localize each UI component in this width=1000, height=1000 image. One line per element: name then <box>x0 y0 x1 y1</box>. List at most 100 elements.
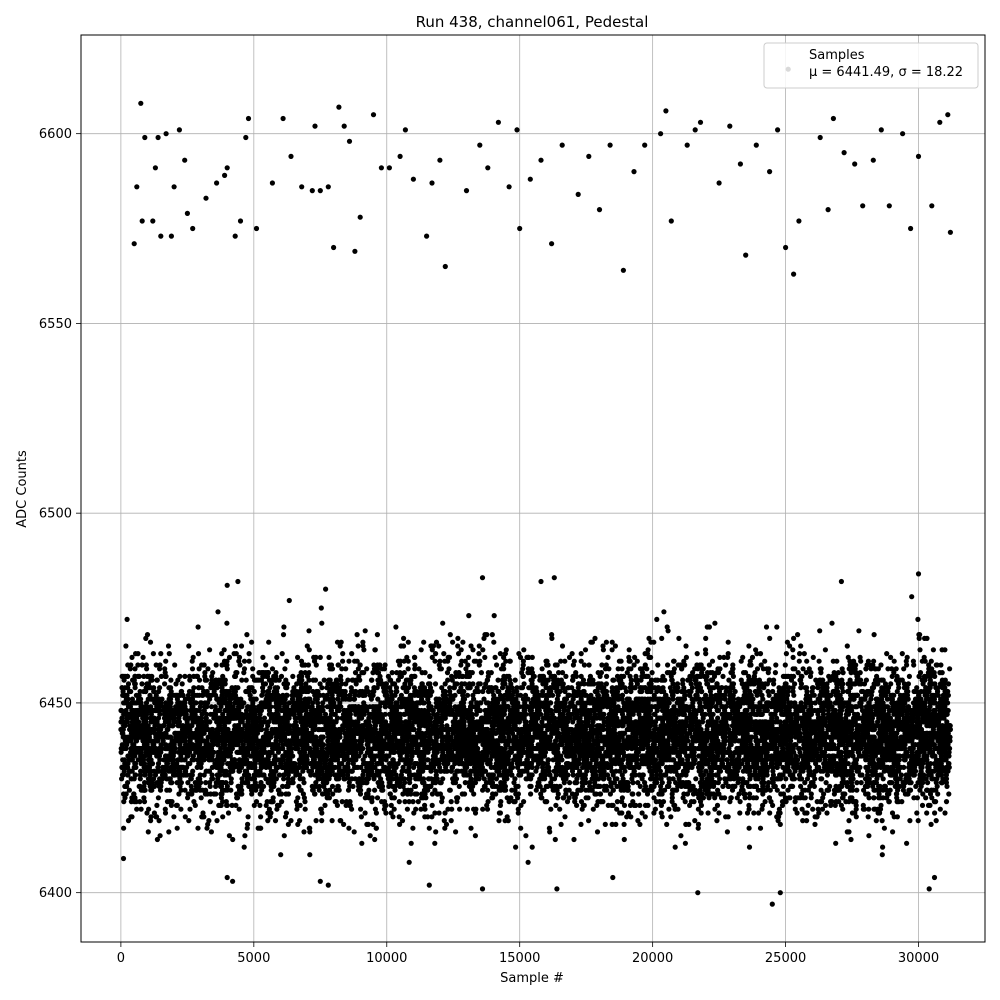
data-point <box>468 643 474 649</box>
data-point <box>612 643 619 649</box>
data-point <box>546 670 553 676</box>
data-point <box>246 658 252 664</box>
data-point <box>768 738 775 744</box>
data-point <box>495 677 501 683</box>
data-point <box>134 806 140 812</box>
data-point <box>236 806 242 812</box>
data-point <box>480 647 486 653</box>
data-point <box>873 818 879 824</box>
data-point <box>400 791 406 797</box>
data-point <box>889 666 895 672</box>
data-point <box>550 757 556 763</box>
data-point <box>790 688 796 695</box>
data-point <box>730 662 736 668</box>
data-point <box>253 799 260 805</box>
data-point <box>706 662 713 668</box>
data-point <box>195 651 202 657</box>
data-point <box>462 780 468 786</box>
data-point <box>642 651 648 657</box>
data-point <box>280 632 287 638</box>
data-point <box>590 806 596 812</box>
data-point <box>682 783 688 790</box>
data-point <box>209 776 215 782</box>
data-point <box>306 628 312 634</box>
data-point <box>318 605 324 611</box>
data-point <box>432 681 439 687</box>
data-point <box>408 681 414 687</box>
data-point <box>615 666 621 672</box>
data-point <box>243 677 249 683</box>
data-point <box>244 632 250 638</box>
data-point <box>302 670 308 676</box>
data-point <box>717 654 723 661</box>
data-point <box>549 632 555 638</box>
data-point <box>798 643 804 649</box>
data-point <box>714 802 721 809</box>
data-point <box>666 783 672 790</box>
data-point <box>558 821 564 828</box>
data-point <box>904 662 910 668</box>
data-point <box>497 802 503 809</box>
data-point <box>869 772 876 778</box>
data-point <box>266 719 272 725</box>
data-point <box>362 795 368 801</box>
data-point <box>139 681 145 687</box>
data-point <box>198 764 204 771</box>
data-point <box>219 662 225 668</box>
data-point <box>777 821 783 828</box>
data-point <box>242 833 248 839</box>
data-point <box>167 787 173 793</box>
data-point <box>513 844 519 850</box>
data-point <box>946 791 952 797</box>
data-point <box>664 821 670 828</box>
series-samples <box>118 66 954 907</box>
data-point <box>662 787 668 793</box>
data-point <box>445 806 451 812</box>
data-point <box>703 651 709 657</box>
chart-title: Run 438, channel061, Pedestal <box>416 13 649 31</box>
data-point <box>177 783 183 790</box>
data-point <box>691 799 697 805</box>
data-point <box>456 783 462 790</box>
data-point <box>279 799 285 805</box>
data-point <box>552 836 558 843</box>
data-point <box>586 818 592 824</box>
data-point <box>456 651 462 657</box>
data-point <box>943 757 949 763</box>
data-point <box>567 780 573 786</box>
data-point <box>804 658 810 664</box>
data-point <box>917 647 923 653</box>
data-point <box>578 658 584 664</box>
data-point <box>150 651 156 657</box>
data-point <box>609 647 615 653</box>
data-point <box>693 776 699 782</box>
data-point <box>597 791 603 797</box>
data-point <box>712 620 718 626</box>
data-point <box>468 825 474 831</box>
data-point <box>595 670 601 676</box>
data-point <box>690 670 696 676</box>
data-point <box>737 810 743 816</box>
data-point <box>374 795 381 801</box>
data-point <box>857 670 863 676</box>
data-point <box>251 802 257 809</box>
data-point <box>880 776 886 782</box>
data-point <box>614 776 620 782</box>
data-point <box>466 613 472 619</box>
data-point <box>286 597 292 604</box>
data-point <box>654 677 661 683</box>
data-point <box>808 795 814 801</box>
data-point <box>780 783 787 790</box>
data-point <box>281 624 287 630</box>
data-point <box>714 818 720 824</box>
data-point <box>549 711 556 717</box>
data-point <box>284 658 290 664</box>
data-point <box>341 821 347 828</box>
data-point <box>462 658 468 664</box>
data-point <box>352 670 359 676</box>
data-point <box>452 692 458 698</box>
data-point <box>210 810 217 816</box>
data-point <box>493 776 499 782</box>
data-point <box>132 666 138 672</box>
data-point <box>563 791 569 797</box>
